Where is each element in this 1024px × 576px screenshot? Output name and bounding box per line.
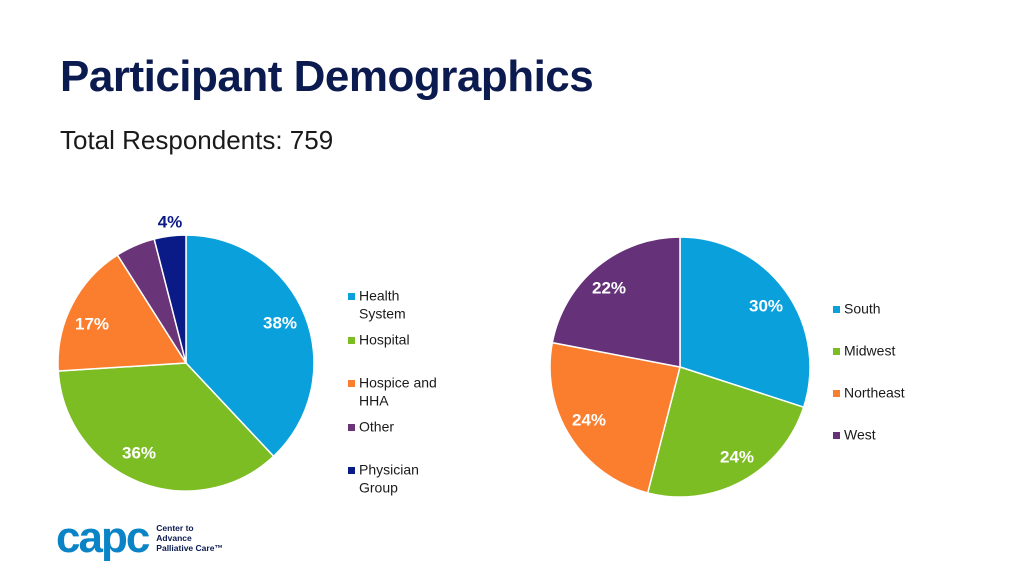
- data-label-midwest: 24%: [720, 447, 754, 466]
- logo-tagline: Center to Advance Palliative Care™: [156, 523, 223, 553]
- legend-label-south: South: [844, 301, 881, 317]
- logo-line-3: Palliative Care™: [156, 543, 223, 553]
- legend-item-south: South: [833, 301, 881, 317]
- data-label-south: 30%: [749, 296, 783, 315]
- legend-label-northeast: Northeast: [844, 385, 905, 401]
- legend-item-west: West: [833, 427, 876, 443]
- data-label-physician-group: 4%: [158, 212, 183, 231]
- pie-slice-hospital: [57, 362, 275, 492]
- legend-item-physician-group: Physician Group: [348, 462, 419, 496]
- data-label-hospital: 36%: [122, 443, 156, 462]
- legend-label-health-system-line-2: System: [359, 306, 406, 322]
- legend-swatch-south: [833, 306, 840, 313]
- data-label-health-system: 38%: [263, 313, 297, 332]
- legend-swatch-west: [833, 432, 840, 439]
- legend-label-midwest: Midwest: [844, 343, 895, 359]
- legend-label-health-system-line-1: Health: [359, 288, 399, 304]
- data-label-west: 22%: [592, 278, 626, 297]
- page-subtitle: Total Respondents: 759: [60, 125, 334, 155]
- logo-line-1: Center to: [156, 523, 194, 533]
- pie-chart-2: 30% 24% 24% 22%: [549, 236, 811, 498]
- logo-wordmark: capc: [56, 513, 150, 562]
- legend-item-hospital: Hospital: [348, 332, 410, 348]
- legend-swatch-physician-group: [348, 467, 355, 474]
- legend-label-physician-group-line-1: Physician: [359, 462, 419, 478]
- legend-item-other: Other: [348, 419, 394, 435]
- legend-swatch-hospice-and-hha: [348, 380, 355, 387]
- pie-slice-northeast: [549, 341, 681, 494]
- capc-logo: capc Center to Advance Palliative Care™: [56, 513, 223, 562]
- pie-slice-south: [679, 236, 811, 409]
- legend-item-health-system: Health System: [348, 288, 406, 322]
- logo-line-2: Advance: [156, 533, 192, 543]
- legend-label-hospital: Hospital: [359, 332, 410, 348]
- legend-label-west: West: [844, 427, 876, 443]
- pie-chart-1: 38% 36% 17% 5% 4%: [57, 212, 315, 492]
- pie-slice-health-system: [185, 234, 315, 458]
- page-title: Participant Demographics: [60, 52, 594, 101]
- pie-slice-physician-group: [153, 234, 187, 364]
- legend-swatch-northeast: [833, 390, 840, 397]
- legend-2: South Midwest Northeast West: [833, 301, 905, 443]
- data-label-hospice-and-hha: 17%: [75, 314, 109, 333]
- legend-swatch-hospital: [348, 337, 355, 344]
- legend-swatch-health-system: [348, 293, 355, 300]
- legend-label-physician-group-line-2: Group: [359, 480, 398, 496]
- data-label-other: 5%: [131, 253, 156, 272]
- legend-1: Health System Hospital Hospice and HHA Other P…: [348, 288, 437, 496]
- pie-slice-midwest: [646, 366, 805, 498]
- pie-slice-west: [551, 236, 681, 368]
- pie-slice-hospice-and-hha: [57, 253, 188, 372]
- data-label-northeast: 24%: [572, 410, 606, 429]
- legend-item-hospice-and-hha: Hospice and HHA: [348, 375, 437, 409]
- legend-label-hospice-and-hha-line-2: HHA: [359, 393, 389, 409]
- legend-label-other: Other: [359, 419, 394, 435]
- legend-item-northeast: Northeast: [833, 385, 905, 401]
- legend-label-hospice-and-hha-line-1: Hospice and: [359, 375, 437, 391]
- legend-swatch-other: [348, 424, 355, 431]
- legend-swatch-midwest: [833, 348, 840, 355]
- legend-item-midwest: Midwest: [833, 343, 895, 359]
